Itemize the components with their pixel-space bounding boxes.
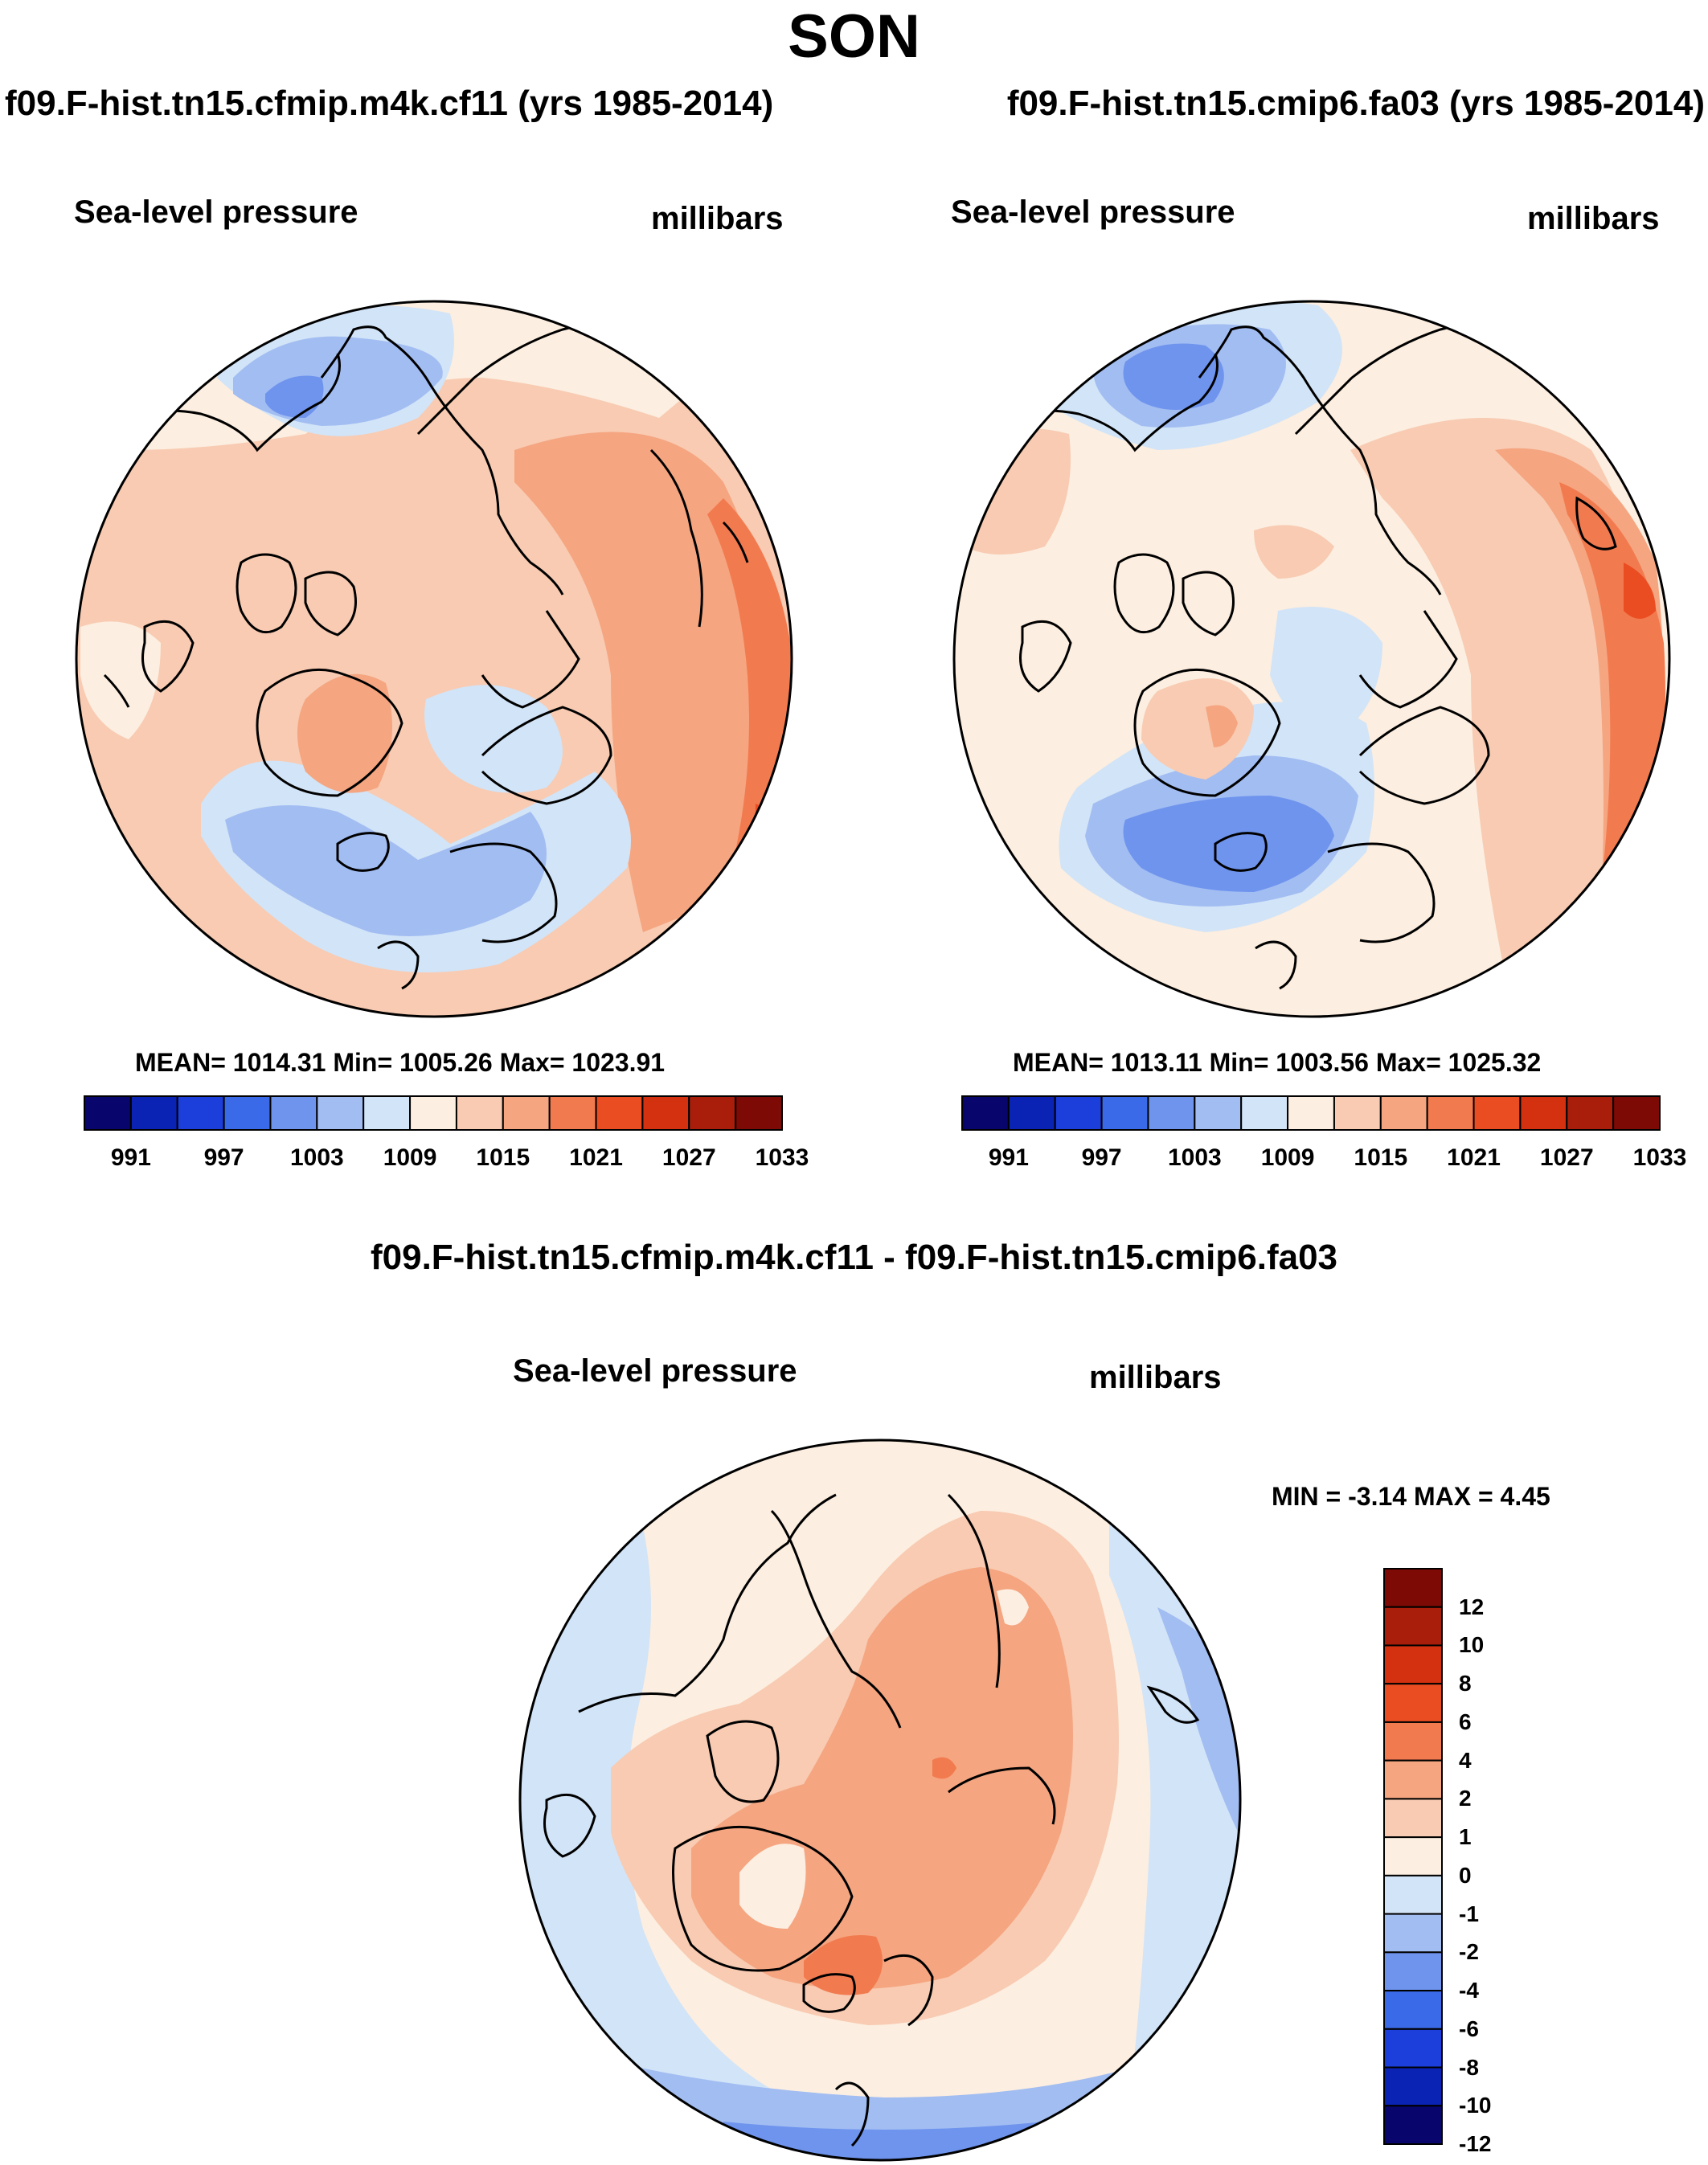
difference-colorbar-tick-label: 1 [1459,1824,1472,1850]
right-panel-colorbar-box [1287,1095,1335,1131]
right-polar-map [952,300,1671,1018]
difference-colorbar-tick-label: -1 [1459,1901,1479,1926]
difference-colorbar-tick-label: 8 [1459,1671,1472,1696]
right-panel-colorbar-box [1519,1095,1568,1131]
right-panel-colorbar-box [1426,1095,1475,1131]
difference-colorbar-box [1383,1836,1443,1876]
left-panel-stats: MEAN= 1014.31 Min= 1005.26 Max= 1023.91 [135,1048,666,1077]
right-panel-colorbar-tick-label: 997 [1081,1144,1122,1171]
left-panel-colorbar [84,1095,784,1131]
right-panel-units-label: millibars [1527,201,1660,236]
difference-colorbar-tick-label: 2 [1459,1786,1472,1811]
left-panel-colorbar-box [176,1095,225,1131]
difference-colorbar-tick-label: 10 [1459,1632,1485,1658]
left-panel-colorbar-tick-label: 1015 [476,1144,530,1171]
left-panel-colorbar-tick-label: 997 [203,1144,244,1171]
difference-colorbar-tick-label: -2 [1459,1939,1479,1965]
difference-colorbar-tick-label: -12 [1459,2131,1492,2156]
right-panel-colorbar-box [1566,1095,1615,1131]
left-panel-colorbar-box [362,1095,412,1131]
left-panel-colorbar-box [84,1095,132,1131]
difference-colorbar [1383,1568,1443,2145]
right-panel-colorbar-tick-label: 1003 [1167,1144,1222,1171]
right-panel-colorbar-tick-label: 1015 [1354,1144,1408,1171]
right-panel-colorbar-box [1379,1095,1428,1131]
left-panel-colorbar-box [316,1095,365,1131]
left-panel-units-label: millibars [651,201,784,236]
left-panel-colorbar-tick-label: 991 [110,1144,151,1171]
left-panel-colorbar-tick-label: 1033 [755,1144,809,1171]
left-polar-map [75,300,793,1018]
right-panel-case-title: f09.F-hist.tn15.cmip6.fa03 (yrs 1985-201… [1006,84,1705,123]
right-panel-colorbar [961,1095,1661,1131]
difference-colorbar-box [1383,1683,1443,1723]
right-panel-colorbar-box [1612,1095,1661,1131]
right-panel-stats: MEAN= 1013.11 Min= 1003.56 Max= 1025.32 [1013,1048,1542,1077]
left-panel-colorbar-box [641,1095,690,1131]
left-panel-colorbar-box [409,1095,457,1131]
difference-colorbar-box [1383,1990,1443,2030]
right-panel-colorbar-tick-label: 1027 [1539,1144,1594,1171]
right-panel-colorbar-box [1147,1095,1196,1131]
difference-colorbar-box [1383,1913,1443,1954]
difference-colorbar-box [1383,1606,1443,1647]
left-panel-colorbar-box [735,1095,784,1131]
difference-colorbar-box [1383,1568,1443,1608]
difference-colorbar-tick-label: -10 [1459,2093,1492,2118]
left-panel-colorbar-tick-label: 1003 [289,1144,344,1171]
left-panel-colorbar-tick-label: 1009 [383,1144,437,1171]
difference-colorbar-box [1383,2066,1443,2107]
difference-colorbar-tick-label: -8 [1459,2054,1479,2080]
difference-colorbar-box [1383,1644,1443,1685]
difference-colorbar-tick-label: -4 [1459,1978,1479,2003]
left-panel-colorbar-box [595,1095,644,1131]
difference-title: f09.F-hist.tn15.cfmip.m4k.cf11 - f09.F-h… [370,1238,1338,1277]
difference-colorbar-box [1383,2105,1443,2145]
right-panel-colorbar-tick-label: 1033 [1632,1144,1687,1171]
difference-colorbar-tick-label: 0 [1459,1862,1472,1888]
left-panel-colorbar-box [223,1095,272,1131]
right-panel-colorbar-tick-label: 1021 [1447,1144,1501,1171]
difference-colorbar-tick-label: 12 [1459,1594,1485,1619]
right-panel-colorbar-box [1240,1095,1289,1131]
right-panel-colorbar-tick-label: 991 [988,1144,1029,1171]
difference-colorbar-box [1383,1759,1443,1800]
right-panel-colorbar-box [1007,1095,1056,1131]
difference-colorbar-box [1383,2028,1443,2069]
left-panel-colorbar-tick-label: 1021 [569,1144,623,1171]
left-panel-colorbar-box [502,1095,551,1131]
left-panel-colorbar-box [548,1095,597,1131]
difference-colorbar-box [1383,1951,1443,1992]
right-panel-colorbar-tick-label: 1009 [1260,1144,1315,1171]
difference-polar-map [518,1439,1242,2162]
right-panel-colorbar-box [1194,1095,1243,1131]
right-panel-colorbar-box [1333,1095,1382,1131]
left-panel-colorbar-box [129,1095,178,1131]
difference-colorbar-box [1383,1874,1443,1915]
difference-stats: MIN = -3.14 MAX = 4.45 [1272,1482,1550,1511]
left-panel-colorbar-box [455,1095,504,1131]
right-panel-colorbar-box [961,1095,1010,1131]
difference-units-label: millibars [1089,1360,1222,1395]
right-panel-variable-label: Sea-level pressure [951,194,1235,230]
right-panel-colorbar-box [1100,1095,1149,1131]
left-panel-colorbar-tick-label: 1027 [661,1144,716,1171]
difference-colorbar-tick-label: 6 [1459,1709,1472,1734]
right-panel-colorbar-box [1054,1095,1103,1131]
difference-colorbar-tick-label: 4 [1459,1747,1472,1773]
left-panel-case-title: f09.F-hist.tn15.cfmip.m4k.cf11 (yrs 1985… [5,84,774,123]
left-panel-variable-label: Sea-level pressure [74,194,358,230]
left-panel-colorbar-box [269,1095,318,1131]
difference-colorbar-box [1383,1798,1443,1839]
right-panel-colorbar-box [1472,1095,1522,1131]
difference-colorbar-box [1383,1721,1443,1762]
figure-title: SON [788,2,920,71]
difference-variable-label: Sea-level pressure [513,1353,797,1389]
difference-colorbar-tick-label: -6 [1459,2016,1479,2041]
left-panel-colorbar-box [688,1095,737,1131]
